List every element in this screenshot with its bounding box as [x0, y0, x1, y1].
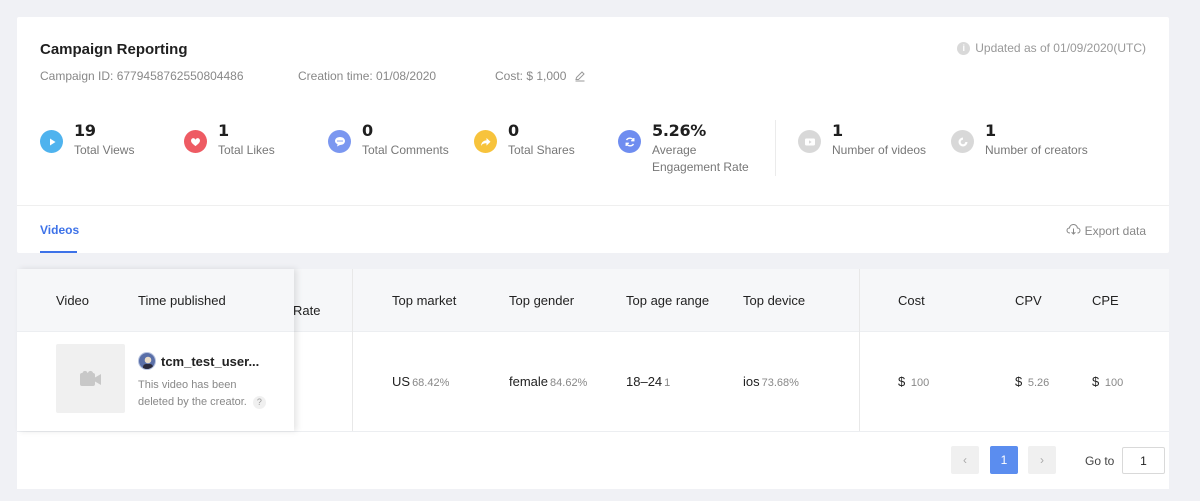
refresh-icon: [618, 130, 641, 153]
metric-value: 0: [362, 121, 373, 140]
gender-value: female: [509, 374, 549, 389]
market-pct: 68.42%: [412, 377, 450, 389]
metric-number-of-creators: 1 Number of creators: [951, 120, 1088, 159]
updated-timestamp: i Updated as of 01/09/2020(UTC): [957, 41, 1146, 55]
th-top-device[interactable]: Top device: [743, 293, 806, 308]
metric-label: Total Likes: [218, 143, 275, 157]
heart-icon: [184, 130, 207, 153]
edit-icon[interactable]: [574, 70, 586, 85]
age-value: 18–24: [626, 374, 663, 389]
export-label: Export data: [1084, 223, 1146, 238]
currency-symbol: $: [898, 374, 906, 389]
gender-pct: 84.62%: [550, 377, 588, 389]
play-icon: [40, 130, 63, 153]
metric-label: Total Views: [74, 143, 135, 157]
goto-page-input[interactable]: 1: [1122, 447, 1165, 474]
export-data-button[interactable]: Export data: [1066, 223, 1146, 238]
video-camera-icon: [79, 370, 101, 386]
metric-value: 0: [508, 121, 519, 140]
metric-label: Number of videos: [832, 143, 927, 157]
creation-time: Creation time: 01/08/2020: [298, 69, 437, 83]
market-value: US: [392, 374, 411, 389]
cpe-value: 100: [1104, 377, 1124, 389]
cell-top-age-range: 18–24 1: [626, 374, 670, 389]
metric-number-of-videos: 1 Number of videos: [798, 120, 926, 159]
metric-label: Total Comments: [362, 143, 449, 157]
th-cost[interactable]: Cost: [898, 293, 925, 308]
metrics-divider: [775, 120, 776, 176]
metric-total-likes: 1 Total Likes: [184, 120, 275, 159]
th-video: Video: [56, 293, 90, 308]
video-icon: [798, 130, 821, 153]
deleted-note-line: This video has been: [138, 379, 237, 391]
metric-total-shares: 0 Total Shares: [474, 120, 575, 159]
cloud-download-icon: [1066, 223, 1081, 238]
tab-videos[interactable]: Videos: [40, 223, 80, 237]
cost-text: Cost: $ 1,000: [495, 69, 567, 83]
prev-page-button[interactable]: ‹: [951, 446, 979, 474]
metric-value: 1: [832, 121, 843, 140]
updated-text: Updated as of 01/09/2020(UTC): [975, 41, 1146, 55]
metric-total-views: 19 Total Views: [40, 120, 134, 159]
goto-label: Go to: [1085, 454, 1115, 468]
th-cpe[interactable]: CPE: [1092, 293, 1119, 308]
deleted-note-line: deleted by the creator.: [138, 396, 247, 408]
th-cpv[interactable]: CPV: [1015, 293, 1042, 308]
currency-symbol: $: [1092, 374, 1100, 389]
cell-cpe: $ 100: [1092, 374, 1123, 389]
cost-value: 100: [910, 377, 930, 389]
metric-value: 1: [218, 121, 229, 140]
page-title: Campaign Reporting: [40, 41, 188, 58]
cpv-value: 5.26: [1027, 377, 1050, 389]
th-rate: Rate: [293, 303, 321, 318]
metric-total-comments: 0 Total Comments: [328, 120, 449, 159]
next-page-button[interactable]: ›: [1028, 446, 1056, 474]
creator-name[interactable]: tcm_test_user...: [161, 354, 260, 369]
fixed-header: Video Time published: [17, 269, 294, 332]
comment-icon: [328, 130, 351, 153]
creator-icon: [951, 130, 974, 153]
metric-label: Engagement Rate: [652, 160, 749, 174]
metric-value: 5.26%: [652, 121, 707, 140]
th-top-gender[interactable]: Top gender: [509, 293, 575, 308]
fixed-left-columns: Video Time published tcm_test_user... Th…: [17, 269, 294, 431]
th-time-published[interactable]: Time published: [138, 293, 226, 308]
column-separator: [859, 269, 860, 431]
th-top-age-range[interactable]: Top age range: [626, 293, 710, 308]
video-thumbnail[interactable]: [56, 344, 125, 413]
page-1-button[interactable]: 1: [990, 446, 1018, 474]
cell-cpv: $ 5.26: [1015, 374, 1049, 389]
metric-label: Total Shares: [508, 143, 575, 157]
metric-label: Number of creators: [985, 143, 1088, 157]
share-icon: [474, 130, 497, 153]
cell-top-market: US 68.42%: [392, 374, 449, 389]
metric-value: 1: [985, 121, 996, 140]
campaign-cost: Cost: $ 1,000: [495, 69, 586, 85]
cell-top-gender: female 84.62%: [509, 374, 587, 389]
currency-symbol: $: [1015, 374, 1023, 389]
campaign-summary-card: Campaign Reporting i Updated as of 01/09…: [17, 17, 1169, 253]
device-value: ios: [743, 374, 760, 389]
row-divider: [17, 431, 1169, 432]
metric-engagement-rate: 5.26% Average Engagement Rate: [618, 120, 749, 176]
deleted-notice: This video has been deleted by the creat…: [138, 377, 288, 411]
tab-divider: [17, 205, 1169, 206]
campaign-id: Campaign ID: 6779458762550804486: [40, 69, 244, 83]
videos-table-card: Rate Top market Top gender Top age range…: [17, 269, 1169, 489]
age-count: 1: [664, 377, 671, 389]
help-icon[interactable]: ?: [252, 396, 266, 409]
info-icon: i: [957, 41, 971, 55]
column-separator: [352, 269, 353, 431]
metric-value: 19: [74, 121, 96, 140]
creator-avatar[interactable]: [138, 352, 156, 370]
cell-top-device: ios 73.68%: [743, 374, 799, 389]
th-top-market[interactable]: Top market: [392, 293, 457, 308]
metric-label: Average: [652, 143, 697, 157]
device-pct: 73.68%: [761, 377, 799, 389]
cell-cost: $ 100: [898, 374, 929, 389]
active-tab-indicator: [40, 251, 77, 253]
